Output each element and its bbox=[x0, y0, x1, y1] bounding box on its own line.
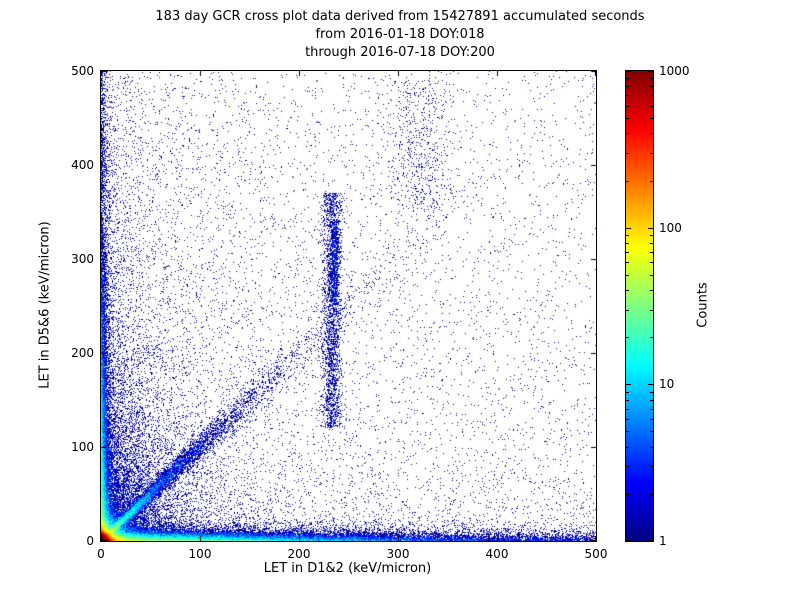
colorbar-tick-mark bbox=[650, 290, 653, 291]
colorbar-tick-mark bbox=[650, 431, 653, 432]
colorbar-tick-mark bbox=[626, 419, 629, 420]
colorbar-tick-mark bbox=[650, 106, 653, 107]
colorbar-tick-mark bbox=[626, 384, 631, 385]
colorbar-tick-mark bbox=[650, 133, 653, 134]
x-axis-label: LET in D1&2 (keV/micron) bbox=[263, 561, 432, 576]
colorbar-tick-mark bbox=[626, 262, 629, 263]
colorbar-tick-mark bbox=[626, 86, 629, 87]
scatter-canvas bbox=[101, 71, 596, 541]
colorbar-tick-mark bbox=[650, 252, 653, 253]
colorbar-tick-mark bbox=[650, 118, 653, 119]
colorbar-tick-mark bbox=[626, 118, 629, 119]
colorbar-tick-mark bbox=[626, 400, 629, 401]
colorbar-tick-mark bbox=[626, 71, 631, 72]
colorbar-tick-mark bbox=[626, 431, 629, 432]
x-tick-label: 0 bbox=[97, 547, 105, 561]
y-axis-label: LET in D5&6 (keV/micron) bbox=[37, 221, 53, 389]
colorbar-tick-mark bbox=[626, 275, 629, 276]
colorbar-tick-mark bbox=[626, 447, 629, 448]
colorbar-tick-mark bbox=[650, 181, 653, 182]
colorbar-tick-mark bbox=[626, 252, 629, 253]
x-tick-label: 300 bbox=[386, 547, 410, 561]
colorbar-tick-mark bbox=[648, 228, 653, 229]
chart-subtitle-from: from 2016-01-18 DOY:018 bbox=[315, 27, 485, 42]
y-tick-label: 200 bbox=[71, 346, 94, 360]
x-tick-label: 200 bbox=[287, 547, 311, 561]
title-block: 183 day GCR cross plot data derived from… bbox=[0, 8, 800, 62]
y-tick-label: 300 bbox=[71, 252, 94, 266]
colorbar-tick-mark bbox=[650, 337, 653, 338]
colorbar bbox=[625, 70, 654, 542]
colorbar-tick-mark bbox=[626, 290, 629, 291]
colorbar-tick-mark bbox=[626, 133, 629, 134]
colorbar-tick-mark bbox=[650, 86, 653, 87]
colorbar-tick-mark bbox=[650, 262, 653, 263]
colorbar-tick-mark bbox=[650, 409, 653, 410]
x-tick-label: 400 bbox=[485, 547, 509, 561]
colorbar-tick-mark bbox=[650, 392, 653, 393]
colorbar-tick-mark bbox=[626, 540, 631, 541]
colorbar-tick-label: 10 bbox=[659, 377, 675, 392]
colorbar-tick-mark bbox=[648, 71, 653, 72]
colorbar-tick-mark bbox=[650, 466, 653, 467]
colorbar-tick-mark bbox=[650, 78, 653, 79]
colorbar-tick-mark bbox=[626, 337, 629, 338]
colorbar-tick-mark bbox=[650, 494, 653, 495]
colorbar-tick-label: 100 bbox=[659, 220, 682, 235]
colorbar-tick-mark bbox=[626, 78, 629, 79]
colorbar-tick-mark bbox=[626, 106, 629, 107]
colorbar-tick-label: 1 bbox=[659, 534, 667, 548]
colorbar-tick-mark bbox=[626, 392, 629, 393]
colorbar-tick-mark bbox=[648, 384, 653, 385]
colorbar-tick-mark bbox=[650, 243, 653, 244]
y-tick-label: 500 bbox=[71, 64, 94, 78]
colorbar-tick-mark bbox=[648, 540, 653, 541]
colorbar-tick-mark bbox=[626, 409, 629, 410]
y-tick-label: 400 bbox=[71, 158, 94, 172]
colorbar-tick-mark bbox=[626, 310, 629, 311]
colorbar-tick-mark bbox=[626, 153, 629, 154]
colorbar-tick-label: 1000 bbox=[659, 64, 690, 78]
colorbar-tick-mark bbox=[650, 235, 653, 236]
colorbar-tick-mark bbox=[650, 447, 653, 448]
y-tick-label: 0 bbox=[86, 534, 94, 548]
y-tick-label: 100 bbox=[71, 440, 94, 454]
colorbar-tick-mark bbox=[626, 243, 629, 244]
colorbar-tick-mark bbox=[626, 466, 629, 467]
chart-title: 183 day GCR cross plot data derived from… bbox=[155, 9, 645, 24]
colorbar-tick-mark bbox=[626, 235, 629, 236]
colorbar-tick-mark bbox=[650, 400, 653, 401]
plot-area bbox=[100, 70, 597, 542]
colorbar-tick-mark bbox=[650, 419, 653, 420]
colorbar-tick-mark bbox=[626, 95, 629, 96]
x-tick-label: 500 bbox=[584, 547, 608, 561]
colorbar-tick-mark bbox=[650, 310, 653, 311]
x-tick-label: 100 bbox=[188, 547, 212, 561]
colorbar-tick-mark bbox=[626, 228, 631, 229]
colorbar-tick-mark bbox=[626, 494, 629, 495]
colorbar-tick-mark bbox=[650, 153, 653, 154]
colorbar-tick-mark bbox=[650, 275, 653, 276]
colorbar-tick-mark bbox=[626, 181, 629, 182]
colorbar-tick-mark bbox=[650, 95, 653, 96]
chart-subtitle-through: through 2016-07-18 DOY:200 bbox=[305, 45, 495, 60]
colorbar-label: Counts bbox=[695, 282, 711, 328]
